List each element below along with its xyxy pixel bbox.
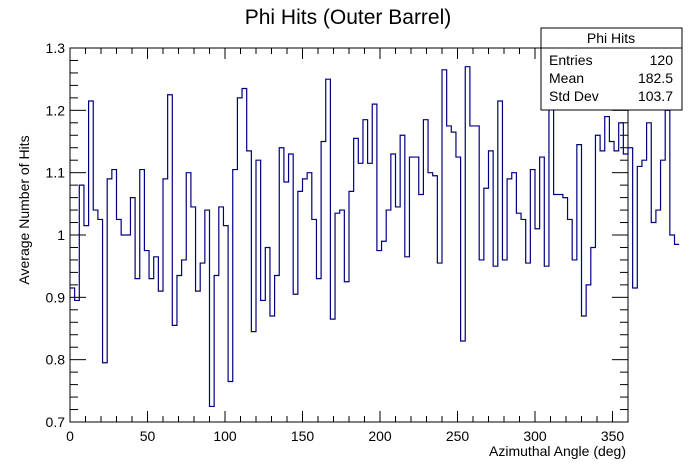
stats-mean-value: 182.5 (638, 70, 673, 86)
x-axis-ticks (69, 48, 629, 422)
chart-title: Phi Hits (Outer Barrel) (245, 6, 452, 29)
x-tick-label: 150 (291, 428, 315, 444)
x-tick-label: 300 (523, 428, 547, 444)
stats-box: Phi Hits Entries 120 Mean 182.5 Std Dev … (540, 27, 683, 111)
stats-stddev-label: Std Dev (549, 88, 599, 104)
y-tick-label: 1.3 (46, 40, 66, 56)
stats-box-frame (540, 27, 683, 111)
y-tick-label: 1 (57, 227, 65, 243)
y-tick-label: 0.9 (46, 289, 66, 305)
x-tick-label: 0 (66, 428, 74, 444)
x-tick-label: 350 (601, 428, 625, 444)
stats-box-title: Phi Hits (587, 30, 635, 46)
y-tick-label: 0.7 (46, 414, 66, 430)
x-axis-tick-labels: 0 50 100 150 200 250 300 350 (66, 428, 624, 444)
x-tick-label: 200 (368, 428, 392, 444)
x-tick-label: 100 (213, 428, 237, 444)
y-axis-title: Average Number of Hits (16, 135, 32, 284)
stats-stddev-value: 103.7 (638, 88, 673, 104)
y-tick-label: 1.1 (46, 165, 66, 181)
histogram-series-line (70, 66, 680, 408)
y-axis-tick-labels: 0.7 0.8 0.9 1 1.1 1.2 1.3 (46, 40, 66, 430)
y-tick-label: 0.8 (46, 352, 66, 368)
stats-entries-value: 120 (650, 52, 674, 68)
x-axis-title: Azimuthal Angle (deg) (489, 443, 626, 459)
x-tick-label: 50 (140, 428, 156, 444)
y-tick-label: 1.2 (46, 102, 66, 118)
stats-entries-label: Entries (549, 52, 593, 68)
stats-mean-label: Mean (549, 70, 584, 86)
x-tick-label: 250 (446, 428, 470, 444)
